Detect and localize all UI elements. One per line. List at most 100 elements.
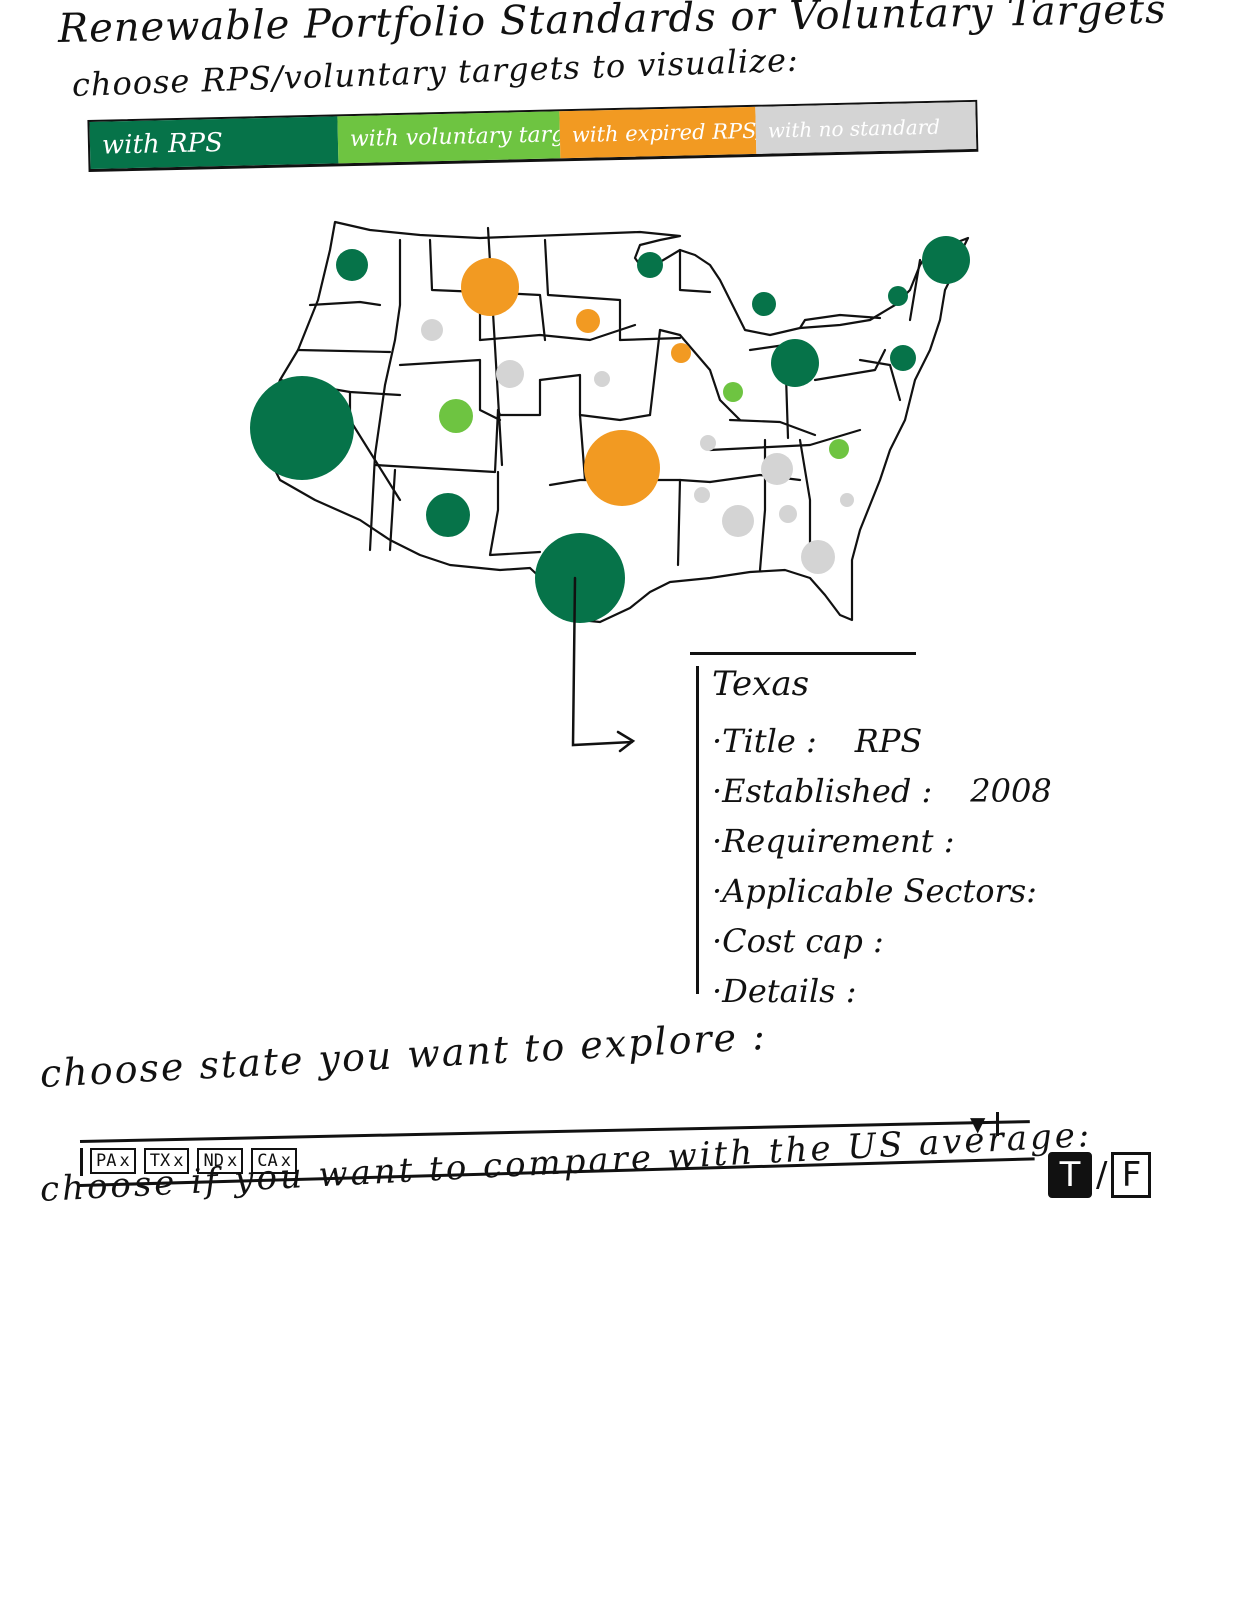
chip-label: ND [203, 1151, 224, 1171]
bubble-iowa[interactable] [671, 343, 691, 363]
field-label: ·Cost cap : [712, 922, 884, 960]
bubble-missouri[interactable] [700, 435, 716, 451]
legend-with-rps[interactable]: with RPS [89, 116, 339, 169]
detail-applicable-sectors: ·Applicable Sectors: [712, 866, 1075, 916]
bubble-layer [250, 236, 970, 623]
state-line [368, 238, 402, 552]
field-label: ·Title : [712, 722, 817, 760]
bubble-georgia[interactable] [801, 540, 835, 574]
state-line [708, 428, 862, 452]
bubble-kentucky[interactable] [761, 453, 793, 485]
state-line [658, 328, 742, 422]
us-outline [263, 220, 970, 624]
bubble-virginia[interactable] [829, 439, 849, 459]
detail-title: ·Title : RPS [712, 716, 1075, 766]
bubble-tennessee[interactable] [722, 505, 754, 537]
state-line [678, 248, 712, 294]
state-line [813, 348, 887, 382]
bubble-vermont[interactable] [888, 286, 908, 306]
state-line [373, 408, 500, 474]
state-chip-tx[interactable]: TX x [143, 1148, 190, 1174]
legend-no-standard[interactable]: with no standard [755, 101, 977, 154]
field-label: ·Details : [712, 972, 857, 1010]
legend-label: with expired RPS/CES [571, 117, 757, 147]
bubble-arizona[interactable] [426, 493, 470, 537]
state-line [428, 238, 482, 342]
chip-label: PA [96, 1151, 117, 1171]
state-line [648, 328, 662, 417]
state-picker-prompt: choose state you want to explore : [38, 1013, 768, 1096]
state-line [296, 348, 392, 354]
toggle-false-button[interactable]: F [1111, 1152, 1152, 1198]
page-title: Renewable Portfolio Standards or Volunta… [57, 0, 1167, 52]
state-chip-nd[interactable]: ND x [197, 1148, 244, 1174]
chip-remove-icon[interactable]: x [119, 1151, 130, 1171]
detail-state-name: Texas [712, 664, 810, 704]
state-line [858, 358, 902, 402]
bubble-kansas[interactable] [584, 430, 660, 506]
state-line [728, 418, 817, 437]
toggle-true-button[interactable]: T [1048, 1152, 1092, 1198]
chip-remove-icon[interactable]: x [280, 1151, 291, 1171]
chip-label: CA [257, 1151, 278, 1171]
detail-details: ·Details : [712, 966, 1075, 1016]
state-line [543, 238, 622, 342]
bubble-north-dakota[interactable] [576, 309, 600, 333]
bubble-utah[interactable] [439, 399, 473, 433]
state-line [348, 390, 402, 502]
state-line [398, 358, 502, 422]
chip-label: TX [149, 1151, 171, 1171]
detail-established: ·Established : 2008 [712, 766, 1075, 816]
state-detail-panel: Texas ·Title : RPS ·Established : 2008 ·Re… [690, 652, 1052, 1010]
field-value: 2008 [970, 772, 1052, 810]
state-line [308, 300, 382, 307]
bubble-maine[interactable] [922, 236, 970, 284]
select-border-left [80, 1148, 83, 1176]
bubble-alabama[interactable] [779, 505, 797, 523]
toggle-separator: / [1096, 1155, 1108, 1195]
legend-expired-rps[interactable]: with expired RPS/CES [559, 106, 757, 159]
state-line [798, 313, 882, 330]
compare-toggle: T / F [1048, 1152, 1152, 1198]
state-chip-ca[interactable]: CA x [251, 1148, 297, 1174]
bubble-wyoming[interactable] [496, 360, 524, 388]
bubble-carolina[interactable] [840, 493, 854, 507]
detail-cost-cap: ·Cost cap : [712, 916, 1075, 966]
panel-border-top [690, 652, 916, 655]
standard-type-legend: with RPS with voluntary targets with exp… [87, 99, 979, 172]
bubble-minnesota[interactable] [637, 252, 663, 278]
bubble-michigan[interactable] [771, 339, 819, 387]
field-value: RPS [854, 722, 923, 760]
state-multiselect[interactable]: ▼ PA x TX x ND x CA x [79, 1108, 1035, 1188]
bubble-montana[interactable] [461, 258, 519, 316]
bubble-new-jersey[interactable] [890, 345, 916, 371]
bubble-arkansas[interactable] [694, 487, 710, 503]
field-label: ·Established : [712, 772, 933, 810]
field-label: ·Applicable Sectors: [712, 872, 1037, 910]
panel-border-left [696, 666, 699, 994]
bubble-washington[interactable] [336, 249, 368, 281]
chip-remove-icon[interactable]: x [226, 1151, 238, 1171]
legend-label: with no standard [767, 114, 941, 143]
state-line [488, 470, 542, 557]
selected-state-chips: PA x TX x ND x CA x [90, 1148, 297, 1174]
us-bubble-map [250, 220, 970, 753]
bubble-texas[interactable] [535, 533, 625, 623]
bubble-indiana[interactable] [723, 382, 743, 402]
state-line [388, 468, 397, 552]
callout-arrow [571, 576, 636, 753]
legend-label: with RPS [101, 127, 224, 161]
bubble-wisconsin[interactable] [752, 292, 776, 316]
legend-voluntary-targets[interactable]: with voluntary targets [337, 111, 561, 164]
state-line [478, 323, 637, 342]
field-label: ·Requirement : [712, 822, 955, 860]
detail-field-list: ·Title : RPS ·Established : 2008 ·Requirem… [712, 716, 1075, 1016]
bubble-idaho[interactable] [421, 319, 443, 341]
bubble-nebraska[interactable] [594, 371, 610, 387]
legend-label: with voluntary targets [349, 121, 561, 153]
state-chip-pa[interactable]: PA x [90, 1148, 136, 1174]
bubble-california[interactable] [250, 376, 354, 480]
detail-requirement: ·Requirement : [712, 816, 1075, 866]
chip-remove-icon[interactable]: x [173, 1151, 184, 1171]
dropdown-arrow-icon[interactable]: ▼ [970, 1112, 999, 1136]
